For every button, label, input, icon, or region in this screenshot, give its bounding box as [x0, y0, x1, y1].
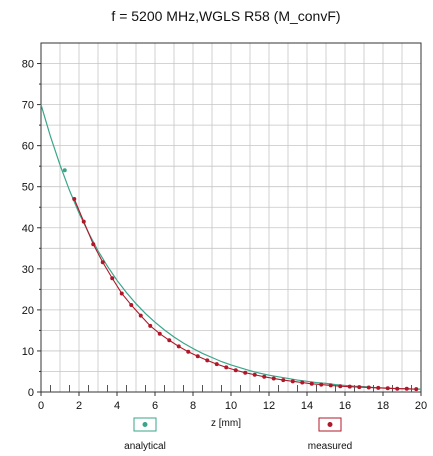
- measured-point: [347, 384, 352, 389]
- measured-point: [81, 219, 86, 224]
- analytical-point: [62, 168, 67, 173]
- measured-point: [224, 365, 229, 370]
- x-tick-label: 2: [76, 400, 82, 412]
- measured-point: [205, 358, 210, 363]
- measured-point: [148, 323, 153, 328]
- measured-point: [110, 276, 115, 281]
- series-points: [62, 168, 419, 392]
- measured-point: [243, 370, 248, 375]
- x-tick-label: 16: [339, 400, 351, 412]
- measured-point: [157, 331, 162, 336]
- y-tick-label: 20: [22, 305, 34, 317]
- measured-point: [167, 338, 172, 343]
- grid: [41, 43, 421, 392]
- x-tick-label: 8: [190, 400, 196, 412]
- x-tick-label: 4: [114, 400, 120, 412]
- measured-point: [233, 368, 238, 373]
- y-tick-label: 0: [28, 387, 34, 399]
- measured-point: [271, 376, 276, 381]
- legend-marker: [142, 422, 148, 427]
- legend-label: analytical: [124, 441, 166, 452]
- measured-point: [186, 349, 191, 354]
- chart-title: f = 5200 MHz,WGLS R58 (M_convF): [111, 8, 340, 24]
- legend-label: measured: [308, 441, 352, 452]
- x-tick-label: 10: [225, 400, 237, 412]
- y-tick-label: 40: [22, 223, 34, 235]
- measured-point: [72, 197, 77, 202]
- legend-marker: [327, 422, 333, 427]
- x-axis-label: z [mm]: [211, 418, 241, 429]
- x-tick-label: 0: [38, 400, 44, 412]
- y-tick-label: 10: [22, 346, 34, 358]
- measured-point: [252, 372, 257, 377]
- measured-point: [338, 384, 343, 389]
- measured-point: [176, 344, 181, 349]
- legend: analytical measured: [124, 417, 352, 452]
- y-tick-label: 70: [22, 100, 34, 112]
- y-tick-label: 60: [22, 141, 34, 153]
- x-tick-label: 6: [152, 400, 158, 412]
- measured-point: [262, 374, 267, 379]
- y-tick-label: 80: [22, 59, 34, 71]
- measured-point: [91, 242, 96, 247]
- x-tick-label: 18: [377, 400, 389, 412]
- measured-point: [129, 302, 134, 307]
- measured-point: [404, 386, 409, 391]
- x-tick-label: 12: [263, 400, 275, 412]
- measured-point: [385, 386, 390, 391]
- legend-item-measured: measured: [308, 417, 352, 452]
- measured-point: [214, 362, 219, 367]
- measured-point: [414, 387, 419, 392]
- measured-point: [395, 386, 400, 391]
- measured-point: [281, 378, 286, 383]
- measured-point: [300, 380, 305, 385]
- measured-point: [100, 260, 105, 265]
- measured-point: [309, 381, 314, 386]
- x-axis: 0 2 4 6 8 10 12 14 16 18 20: [38, 385, 427, 412]
- measured-point: [319, 382, 324, 387]
- measured-point: [290, 379, 295, 384]
- measured-point: [119, 291, 124, 296]
- measured-point: [328, 383, 333, 388]
- measured-point: [357, 385, 362, 390]
- y-axis: 0 10 20 30 40 50 60 70 80: [22, 59, 41, 399]
- measured-point: [195, 354, 200, 359]
- x-tick-label: 14: [301, 400, 313, 412]
- measured-point: [376, 385, 381, 390]
- y-tick-label: 30: [22, 264, 34, 276]
- y-tick-label: 50: [22, 182, 34, 194]
- legend-item-analytical: analytical: [124, 417, 166, 452]
- measured-point: [138, 313, 143, 318]
- x-tick-label: 20: [415, 400, 427, 412]
- measured-point: [366, 385, 371, 390]
